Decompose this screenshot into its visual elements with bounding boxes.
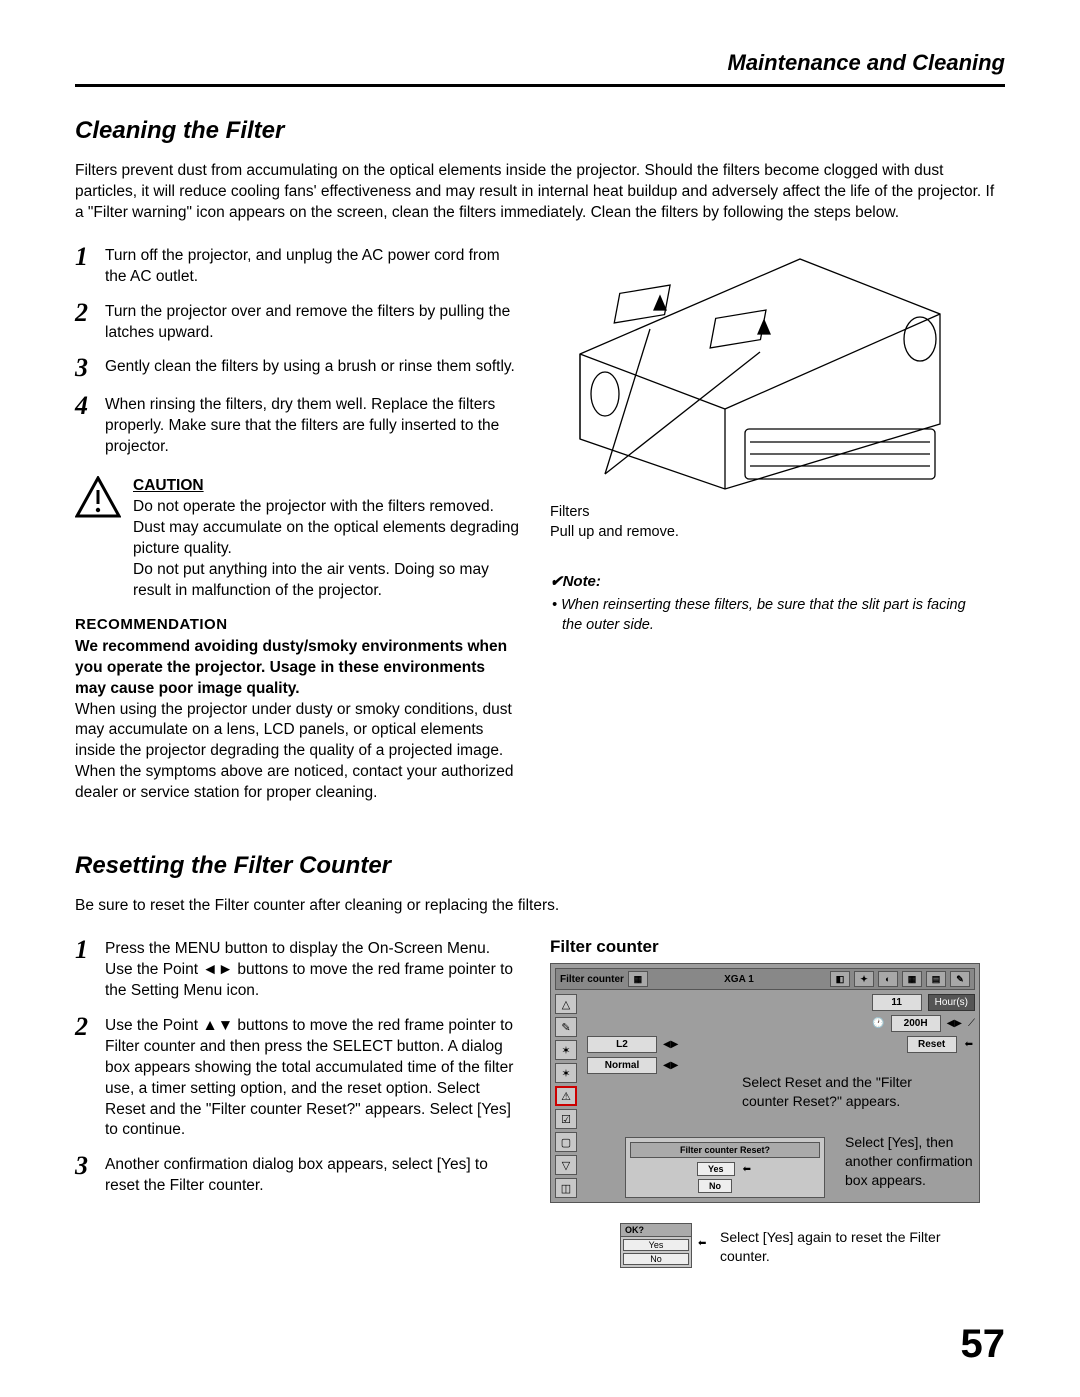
reco-bold: We recommend avoiding dusty/smoky enviro…	[75, 638, 507, 697]
osd-sb-5: ⚠	[555, 1086, 577, 1106]
dialog-reset-title: Filter counter Reset?	[630, 1142, 820, 1158]
osd-titlebar: Filter counter ▦ XGA 1 ◧ ✦ ◐ ▦ ▤ ✎	[555, 968, 975, 990]
reset-right: Filter counter Filter counter ▦ XGA 1 ◧ …	[550, 937, 970, 1283]
osd-sidebar: △ ✎ ✶ ✶ ⚠ ☑ ▢ ▽ ◫	[555, 994, 577, 1198]
osd-ticon-6: ✎	[950, 971, 970, 987]
step-1: 1 Turn off the projector, and unplug the…	[75, 244, 520, 288]
osd-ticon-1: ◧	[830, 971, 850, 987]
rstep-num-2: 2	[75, 1014, 105, 1040]
fig-label-2: Pull up and remove.	[550, 524, 679, 540]
osd-sb-7: ▢	[555, 1132, 577, 1152]
caution-text-1: Do not operate the projector with the fi…	[133, 498, 519, 557]
dialog-yes-1: Yes	[697, 1162, 735, 1176]
note-head: ✔Note:	[550, 572, 970, 590]
step-2: 2 Turn the projector over and remove the…	[75, 300, 520, 344]
osd-ticon-2: ✦	[854, 971, 874, 987]
rstep-1: 1 Press the MENU button to display the O…	[75, 937, 520, 1002]
osd-ticon-5: ▤	[926, 971, 946, 987]
caution-label: CAUTION	[133, 477, 204, 494]
caution-text-2: Do not put anything into the air vents. …	[133, 561, 489, 599]
osd-sb-4: ✶	[555, 1063, 577, 1083]
osd-hours-val: 11	[872, 994, 922, 1011]
note-body: • When reinserting these filters, be sur…	[550, 596, 970, 635]
osd-sb-up: △	[555, 994, 577, 1014]
cleaning-left: 1 Turn off the projector, and unplug the…	[75, 244, 520, 828]
dialog-ok-title: OK?	[621, 1224, 691, 1237]
step-text-3: Gently clean the filters by using a brus…	[105, 355, 515, 378]
reset-intro: Be sure to reset the Filter counter afte…	[75, 896, 1005, 917]
rstep-text-1: Press the MENU button to display the On-…	[105, 937, 520, 1002]
reset-two-col: 1 Press the MENU button to display the O…	[75, 937, 1005, 1283]
step-num-2: 2	[75, 300, 105, 326]
rstep-2: 2 Use the Point ▲▼ buttons to move the r…	[75, 1014, 520, 1142]
reco-title: RECOMMENDATION	[75, 616, 520, 633]
osd-normal: Normal	[587, 1057, 657, 1074]
osd-sb-9: ◫	[555, 1178, 577, 1198]
dialog-yes-2: Yes	[623, 1239, 689, 1251]
rstep-text-3: Another confirmation dialog box appears,…	[105, 1153, 520, 1197]
osd-ticon-3: ◐	[878, 971, 898, 987]
osd-ticon-4: ▦	[902, 971, 922, 987]
osd-xga: XGA 1	[724, 974, 754, 985]
step-num-4: 4	[75, 393, 105, 419]
page-number: 57	[961, 1322, 1006, 1367]
caution-block: CAUTION Do not operate the projector wit…	[75, 476, 520, 602]
osd-l2: L2	[587, 1036, 657, 1053]
osd-sb-3: ✶	[555, 1040, 577, 1060]
dlg1-ptr: ⬅	[743, 1164, 751, 1175]
osd-reset-ptr: ⬅	[965, 1039, 973, 1050]
projector-diagram	[550, 244, 960, 494]
osd-icon-a: ▦	[628, 971, 648, 987]
caution-body: CAUTION Do not operate the projector wit…	[133, 476, 520, 602]
dialog-ok: OK? Yes No	[620, 1223, 692, 1268]
callout-yes: Select [Yes], then another confirmation …	[845, 1133, 975, 1190]
osd-sb-dn: ▽	[555, 1155, 577, 1175]
dialog-no-1: No	[698, 1179, 732, 1193]
step-4: 4 When rinsing the filters, dry them wel…	[75, 393, 520, 458]
dlg2-ptr: ⬅	[698, 1238, 706, 1249]
dialog-no-2: No	[623, 1253, 689, 1265]
section-cleaning-title: Cleaning the Filter	[75, 117, 1005, 145]
callout-final: Select [Yes] again to reset the Filter c…	[720, 1228, 950, 1266]
reco-body: We recommend avoiding dusty/smoky enviro…	[75, 637, 520, 804]
osd-200h: 200H	[891, 1015, 941, 1032]
step-3: 3 Gently clean the filters by using a br…	[75, 355, 520, 381]
step-text-2: Turn the projector over and remove the f…	[105, 300, 520, 344]
fig-label-1: Filters	[550, 504, 589, 520]
osd-slider-1: ⟋	[968, 1018, 975, 1029]
rstep-text-2: Use the Point ▲▼ buttons to move the red…	[105, 1014, 520, 1142]
clock-icon: 🕐	[872, 1018, 884, 1029]
filter-counter-title: Filter counter	[550, 937, 970, 957]
rstep-num-3: 3	[75, 1153, 105, 1179]
callout-reset: Select Reset and the "Filter counter Res…	[742, 1073, 962, 1111]
warning-icon	[75, 476, 121, 523]
osd-arr-1: ◀▶	[947, 1018, 962, 1029]
cleaning-right: Filters Pull up and remove. ✔Note: • Whe…	[550, 244, 970, 828]
osd-sb-6: ☑	[555, 1109, 577, 1129]
step-num-1: 1	[75, 244, 105, 270]
osd-wrap: Filter counter ▦ XGA 1 ◧ ✦ ◐ ▦ ▤ ✎ △ ✎	[550, 963, 970, 1283]
section-reset-title: Resetting the Filter Counter	[75, 852, 1005, 880]
osd-hours-lbl: Hour(s)	[928, 994, 975, 1011]
osd-arr-2: ◀▶	[663, 1039, 678, 1050]
dialog-1-wrap: Filter counter Reset? Yes ⬅ No	[625, 1131, 825, 1198]
osd-sb-2: ✎	[555, 1017, 577, 1037]
cleaning-two-col: 1 Turn off the projector, and unplug the…	[75, 244, 1005, 828]
reset-left: 1 Press the MENU button to display the O…	[75, 937, 520, 1283]
cleaning-intro: Filters prevent dust from accumulating o…	[75, 161, 1005, 224]
rstep-num-1: 1	[75, 937, 105, 963]
figure-caption: Filters Pull up and remove.	[550, 502, 970, 543]
dialog-reset: Filter counter Reset? Yes ⬅ No	[625, 1137, 825, 1198]
reco-text: When using the projector under dusty or …	[75, 701, 514, 802]
osd-reset: Reset	[907, 1036, 957, 1053]
step-text-4: When rinsing the filters, dry them well.…	[105, 393, 520, 458]
osd-arr-3: ◀▶	[663, 1060, 678, 1071]
osd-title-text: Filter counter	[560, 974, 624, 985]
page-header: Maintenance and Cleaning	[75, 50, 1005, 87]
step-text-1: Turn off the projector, and unplug the A…	[105, 244, 520, 288]
step-num-3: 3	[75, 355, 105, 381]
rstep-3: 3 Another confirmation dialog box appear…	[75, 1153, 520, 1197]
